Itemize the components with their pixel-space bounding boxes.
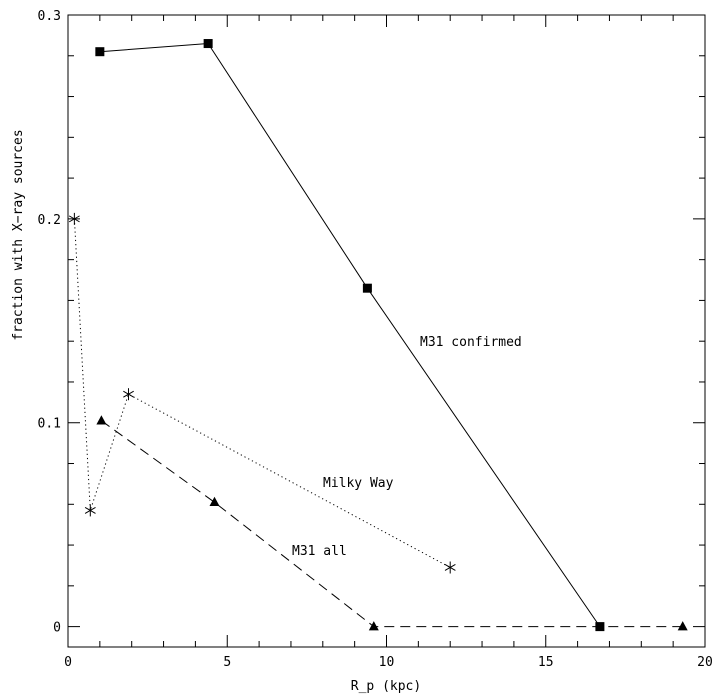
x-tick-label: 5	[223, 655, 231, 670]
y-tick-label: 0	[53, 621, 61, 636]
triangle-marker	[677, 621, 688, 631]
x-tick-label: 10	[379, 655, 395, 670]
square-marker	[595, 622, 605, 632]
triangle-marker	[96, 415, 107, 425]
square-marker	[95, 47, 105, 57]
y-axis-label: fraction with X−ray sources	[11, 129, 26, 340]
x-tick-label: 0	[64, 655, 72, 670]
asterisk-marker	[444, 561, 456, 574]
x-tick-label: 15	[538, 655, 554, 670]
triangle-marker	[209, 496, 220, 506]
series-line-1	[99, 42, 601, 627]
x-axis-label: R_p (kpc)	[351, 679, 421, 694]
square-marker	[362, 283, 372, 293]
plot-frame	[67, 14, 706, 648]
x-tick-label: 20	[697, 655, 713, 670]
asterisk-marker	[84, 504, 96, 517]
y-tick-label: 0.3	[38, 9, 61, 24]
series-label-m31-confirmed: M31 confirmed	[420, 335, 522, 350]
asterisk-marker	[123, 388, 134, 401]
square-marker	[203, 39, 213, 49]
tick-labels: 0 5 10 15 20 0 0.1 0.2 0.3	[38, 9, 713, 670]
asterisk-marker	[68, 212, 80, 225]
y-tick-label: 0.2	[38, 213, 61, 228]
series-label-m31-all: M31 all	[292, 544, 347, 559]
triangle-marker	[368, 621, 379, 631]
tick-marks	[67, 14, 706, 647]
series-label-milky-way: Milky Way	[323, 476, 394, 491]
series-line-3	[101, 420, 683, 628]
series-markers	[68, 39, 688, 632]
y-tick-label: 0.1	[38, 417, 61, 432]
series-lines	[73, 42, 683, 628]
series-line-2	[73, 218, 451, 568]
